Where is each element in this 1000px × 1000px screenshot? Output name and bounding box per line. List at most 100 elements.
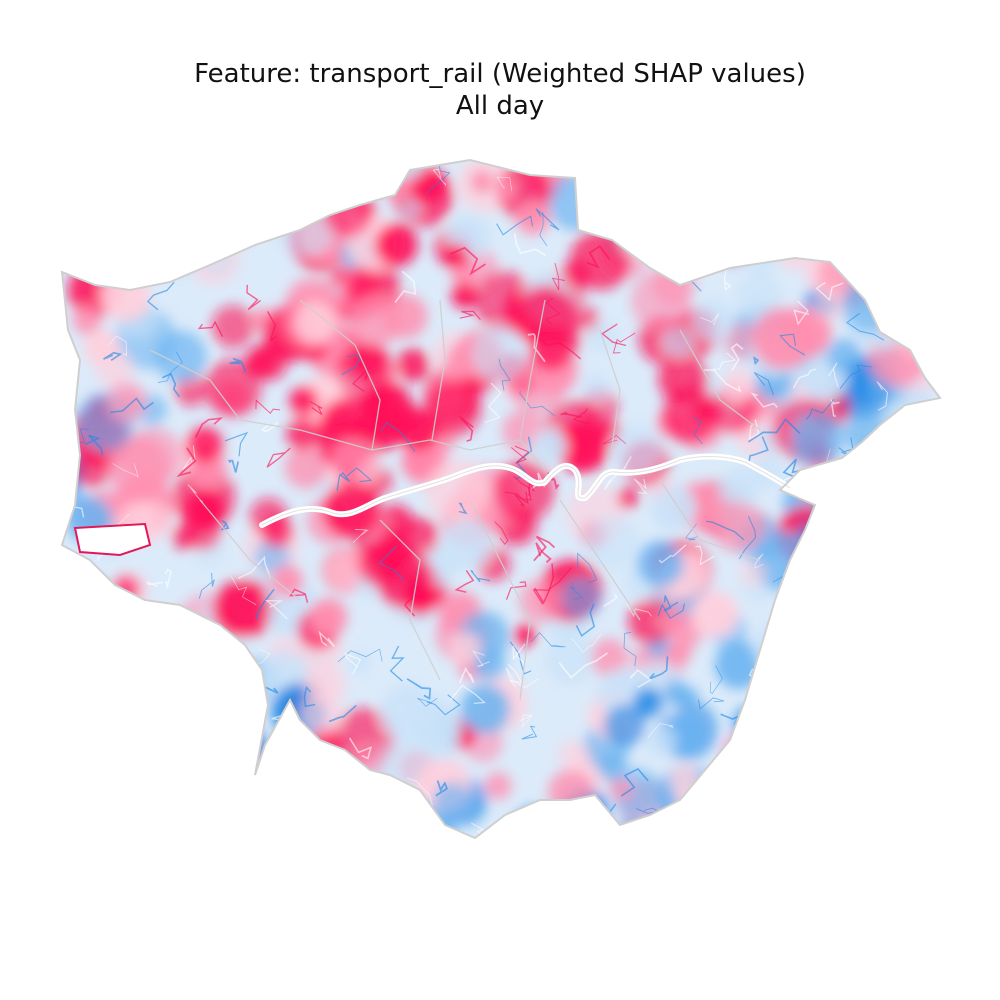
street-segment xyxy=(62,777,87,806)
street-segment xyxy=(387,801,403,819)
street-segment xyxy=(629,208,646,244)
shap-cell xyxy=(134,704,194,764)
shap-cell xyxy=(633,687,663,718)
shap-cell xyxy=(102,607,157,663)
street-segment xyxy=(577,552,598,584)
street-segment xyxy=(124,784,144,813)
street-segment xyxy=(805,398,835,420)
shap-cell xyxy=(309,598,348,637)
shap-cell xyxy=(763,813,792,838)
street-segment xyxy=(700,312,720,326)
shap-cell xyxy=(142,160,177,190)
shap-cell xyxy=(663,326,694,358)
shap-cell xyxy=(203,359,262,417)
street-segment xyxy=(78,732,89,748)
shap-cell xyxy=(137,205,159,227)
street-segment xyxy=(635,177,670,195)
shap-cell xyxy=(887,288,940,341)
street-segment xyxy=(792,368,817,389)
shap-cell xyxy=(400,517,439,556)
street-segment xyxy=(711,160,726,164)
shap-cell xyxy=(117,776,161,820)
street-segment xyxy=(201,769,219,793)
shap-cell xyxy=(124,427,183,486)
shap-cell xyxy=(898,296,935,332)
street-segment xyxy=(164,568,172,590)
street-segment xyxy=(303,685,316,708)
shap-cell xyxy=(740,234,780,274)
shap-cell xyxy=(236,766,282,811)
shap-cell xyxy=(75,160,106,179)
shap-cell xyxy=(378,805,403,830)
shap-cell xyxy=(154,330,207,384)
street-segment xyxy=(634,478,648,495)
shap-cell xyxy=(105,382,148,424)
shap-cell xyxy=(254,539,290,575)
street-segment xyxy=(586,245,611,269)
street-segment xyxy=(309,160,324,196)
shap-cell xyxy=(896,247,940,306)
shap-cell xyxy=(484,772,512,800)
shap-cell xyxy=(174,209,227,262)
shap-cell xyxy=(91,160,142,189)
street-segment xyxy=(245,205,261,236)
street-segment xyxy=(169,203,196,210)
shap-cell xyxy=(590,638,629,677)
shap-cell xyxy=(857,165,910,218)
street-segment xyxy=(318,630,335,648)
street-segment xyxy=(754,553,764,569)
shap-cell xyxy=(883,701,940,765)
shap-cell xyxy=(881,494,909,522)
street-segment xyxy=(815,595,838,615)
shap-cell xyxy=(100,642,157,700)
street-segment xyxy=(545,297,561,325)
shap-cell xyxy=(868,201,905,239)
street-segment xyxy=(902,171,921,187)
street-segment xyxy=(229,357,247,373)
shap-cell xyxy=(864,623,891,650)
street-segment xyxy=(266,310,277,342)
street-segment xyxy=(591,803,617,838)
shap-cell xyxy=(286,417,320,451)
shap-cell xyxy=(891,424,931,464)
shap-cell xyxy=(859,791,880,813)
street-segment xyxy=(108,335,128,357)
borough-line xyxy=(379,519,441,681)
shap-cell xyxy=(836,545,865,573)
street-segment xyxy=(513,233,546,257)
borough-boundaries xyxy=(149,299,761,701)
shap-cell xyxy=(732,744,793,804)
street-segment xyxy=(187,484,204,503)
shap-cell xyxy=(875,453,934,513)
shap-cell xyxy=(677,160,733,205)
shap-cell xyxy=(791,411,845,465)
street-segment xyxy=(182,445,196,470)
shap-cell xyxy=(433,782,470,820)
shap-cell xyxy=(495,179,517,201)
shap-cell xyxy=(904,750,936,782)
street-segment xyxy=(382,407,399,417)
shap-cell xyxy=(181,787,227,833)
street-segment xyxy=(237,555,272,580)
shap-cell xyxy=(881,188,940,250)
shap-cell xyxy=(927,687,940,711)
street-segment xyxy=(763,808,788,833)
street-segment xyxy=(830,398,840,418)
shap-cell xyxy=(588,187,608,208)
street-segment xyxy=(709,665,723,694)
street-segment xyxy=(328,704,357,723)
street-segment xyxy=(790,818,809,831)
street-segment xyxy=(527,333,546,363)
shap-cell xyxy=(809,517,836,544)
street-segment xyxy=(815,281,844,302)
street-segment xyxy=(519,390,555,417)
street-segment xyxy=(907,206,940,226)
street-segment xyxy=(917,689,936,702)
shap-cell xyxy=(837,597,867,627)
street-segment xyxy=(505,581,527,600)
shap-cell xyxy=(399,199,421,220)
shap-cell xyxy=(741,764,787,809)
shap-cell xyxy=(242,160,284,187)
street-segment xyxy=(227,459,240,473)
river-thames-banks xyxy=(261,455,791,526)
